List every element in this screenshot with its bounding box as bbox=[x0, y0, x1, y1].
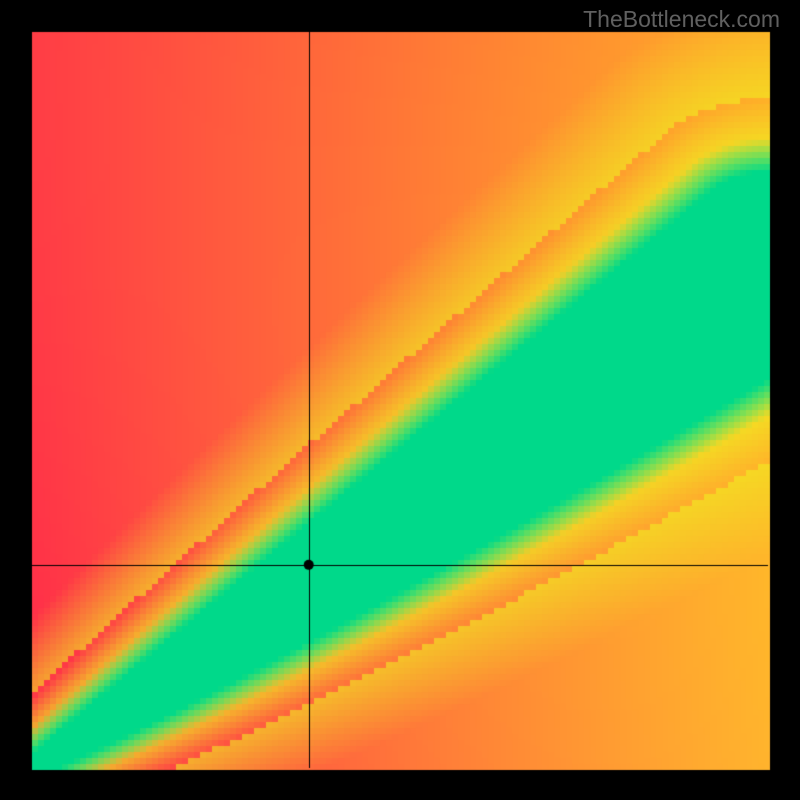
watermark-text: TheBottleneck.com bbox=[583, 6, 780, 33]
bottleneck-heatmap bbox=[0, 0, 800, 800]
